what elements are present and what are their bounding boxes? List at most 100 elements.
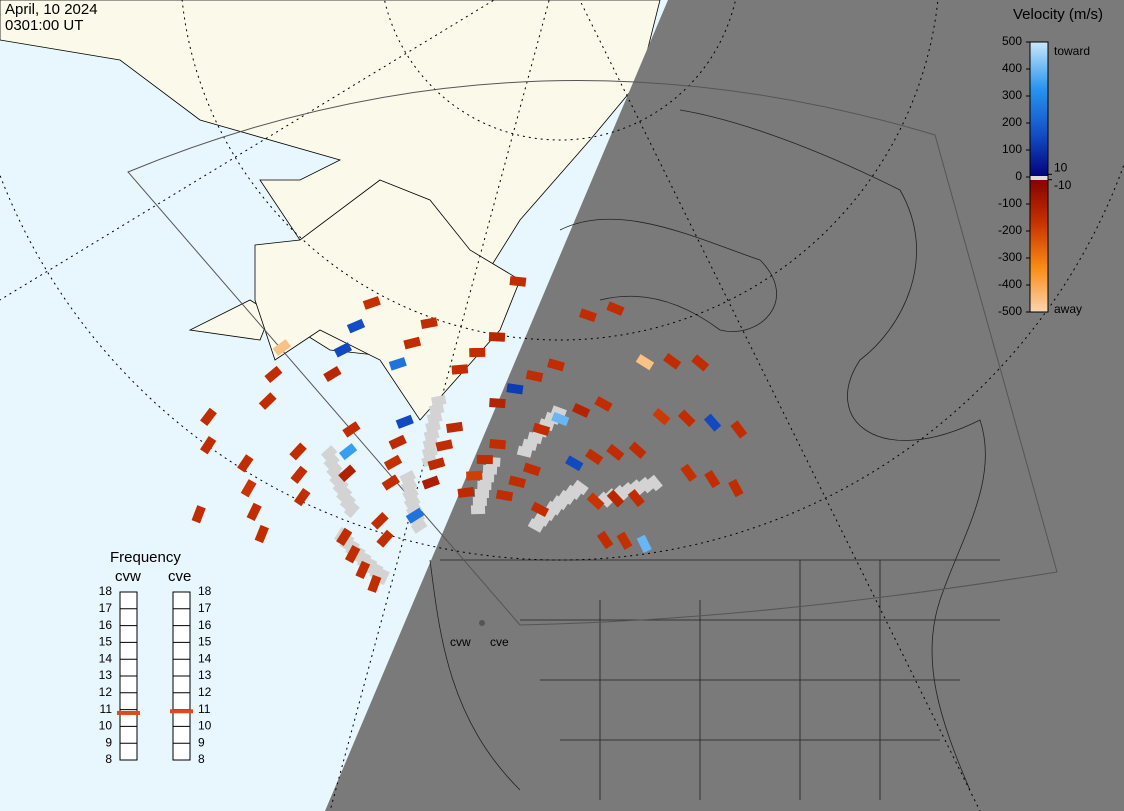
velocity-cell [258, 392, 277, 410]
ground-scatter [428, 403, 445, 416]
colorbar-title: Velocity (m/s) [1013, 6, 1103, 23]
ground-scatter [472, 496, 487, 507]
colorbar-swatch [1030, 172, 1048, 174]
colorbar-swatch [1030, 82, 1048, 84]
velocity-cell [584, 448, 604, 465]
colorbar-swatch [1030, 176, 1048, 178]
colorbar-swatch [1030, 66, 1048, 68]
colorbar-swatch [1030, 154, 1048, 156]
velocity-cell [530, 501, 550, 518]
colorbar-swatch [1030, 68, 1048, 70]
velocity-cell [571, 403, 591, 418]
colorbar-swatch [1030, 128, 1048, 130]
velocity-cell [427, 457, 446, 471]
colorbar-swatch [1030, 86, 1048, 88]
velocity-cell [525, 369, 544, 383]
velocity-cell [403, 336, 422, 350]
colorbar-swatch [1030, 248, 1048, 250]
frequency-tick-label: 13 [99, 668, 113, 682]
colorbar-swatch [1030, 138, 1048, 140]
velocity-cell [381, 474, 400, 491]
radar-site [479, 620, 485, 626]
velocity-cell [370, 511, 389, 530]
colorbar-swatch [1030, 270, 1048, 272]
velocity-cell [508, 475, 527, 489]
frequency-tick-label: 8 [198, 752, 205, 766]
velocity-cell [636, 534, 652, 554]
colorbar-swatch [1030, 112, 1048, 114]
colorbar-swatch [1030, 58, 1048, 60]
colorbar-swatch [1030, 204, 1048, 206]
frequency-tick-label: 15 [99, 635, 113, 649]
velocity-cell [691, 354, 710, 372]
colorbar-swatch [1030, 310, 1048, 312]
colorbar-swatch [1030, 280, 1048, 282]
radar-fov [127, 80, 1058, 626]
velocity-cell [246, 502, 262, 522]
colorbar-swatch [1030, 284, 1048, 286]
velocity-cell [457, 487, 475, 498]
frequency-panel: 18 17 16 15 14 13 12 11 10 9 8 18 17 16 15 14 13 12 11 10 9 8 [99, 584, 212, 766]
land [0, 0, 661, 361]
velocity-cell [405, 507, 425, 524]
frequency-tick-label: 17 [198, 601, 212, 615]
colorbar-swatch [1030, 168, 1048, 170]
colorbar-swatch [1030, 234, 1048, 236]
velocity-cell [200, 407, 217, 426]
ground-scatter [527, 518, 545, 533]
frequency-tick-label: 10 [99, 719, 113, 733]
colorbar-swatch [1030, 186, 1048, 188]
velocity-cell [264, 365, 283, 384]
colorbar-swatch [1030, 90, 1048, 92]
colorbar-swatch [1030, 238, 1048, 240]
time: 0301:00 UT [5, 17, 83, 34]
frequency-title: Frequency [110, 549, 181, 566]
ground-scatter [336, 486, 353, 503]
colorbar-swatch [1030, 152, 1048, 154]
colorbar-swatch [1030, 122, 1048, 124]
colorbar-swatch [1030, 254, 1048, 256]
colorbar-swatch [1030, 92, 1048, 94]
ground-scatter [558, 489, 576, 506]
colorbar-swatch [1030, 124, 1048, 126]
frequency-marker [170, 709, 193, 714]
velocity-cell [466, 470, 483, 481]
colorbar-swatch [1030, 274, 1048, 276]
velocity-cell [336, 527, 353, 547]
velocity-cell [488, 331, 506, 342]
ground-scatter [647, 474, 663, 492]
velocity-cell [532, 422, 551, 436]
colorbar-swatch [1030, 228, 1048, 230]
velocity-cell [290, 465, 308, 484]
colorbar-swatch [1030, 146, 1048, 148]
velocity-cell [704, 469, 721, 489]
velocity-cell [339, 443, 358, 461]
colorbar-tick-label: -300 [998, 250, 1022, 264]
colorbar-swatch [1030, 218, 1048, 220]
colorbar-swatch [1030, 290, 1048, 292]
colorbar-swatch [1030, 174, 1048, 176]
colorbar-swatch [1030, 120, 1048, 122]
date: April, 10 2024 [5, 1, 98, 18]
velocity-cell [367, 574, 382, 593]
colorbar-swatch [1030, 288, 1048, 290]
colorbar-swatch [1030, 206, 1048, 208]
colorbar-swatch [1030, 56, 1048, 58]
colorbar-swatch [1030, 180, 1048, 182]
velocity-cell [635, 354, 655, 371]
ground-scatter [339, 533, 355, 551]
colorbar-swatch [1030, 188, 1048, 190]
velocity-cell [606, 301, 625, 316]
colorbar-tick-label: 400 [1002, 61, 1022, 75]
colorbar-swatch [1030, 182, 1048, 184]
colorbar-swatch [1030, 88, 1048, 90]
colorbar-swatch [1030, 166, 1048, 168]
colorbar-swatch [1030, 304, 1048, 306]
colorbar-swatch [1030, 110, 1048, 112]
radar-label: cve [490, 635, 509, 649]
ground-scatter [475, 489, 489, 498]
colorbar-swatch [1030, 136, 1048, 138]
colorbar-tick-label: 500 [1002, 34, 1022, 48]
ground-scatter [572, 479, 589, 496]
velocity-cell [355, 560, 371, 580]
